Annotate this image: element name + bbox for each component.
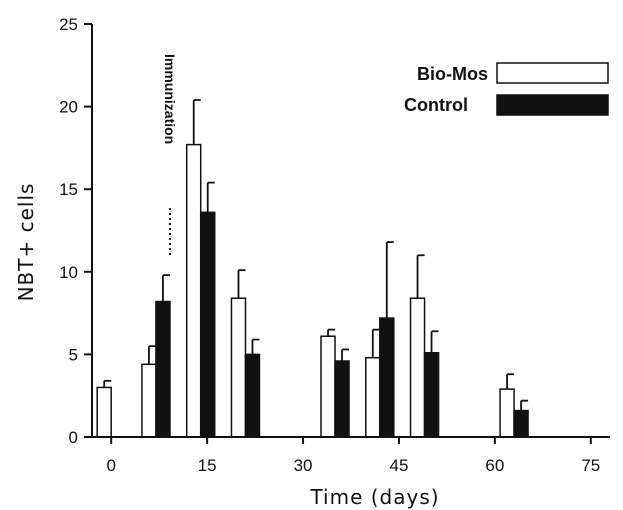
axes-layer — [91, 24, 610, 438]
x-tick-label: 0 — [106, 456, 115, 475]
bar-control — [244, 353, 261, 438]
bar-bio-mos — [141, 363, 157, 438]
x-tick-label: 30 — [294, 456, 313, 475]
bar-control — [379, 317, 395, 438]
legend: Bio-Mos Control — [404, 62, 609, 116]
bar-control — [334, 360, 350, 438]
bar-bio-mos — [185, 143, 202, 438]
bar-bio-mos — [320, 335, 336, 438]
bar-control — [513, 409, 529, 438]
bar-control — [199, 211, 216, 438]
immunization-annotation: Immunization — [162, 54, 178, 258]
y-tick-label: 5 — [69, 345, 78, 364]
y-tick-label: 10 — [59, 263, 78, 282]
legend-swatch-control — [496, 94, 609, 116]
y-tick-label: 25 — [59, 15, 78, 34]
legend-swatch-bio-mos — [496, 62, 609, 84]
bar-control — [423, 351, 440, 438]
x-tick-label: 15 — [198, 456, 217, 475]
y-tick-label: 20 — [59, 98, 78, 117]
legend-label-bio-mos: Bio-Mos — [417, 64, 488, 84]
bar-bio-mos — [499, 388, 515, 438]
bar-bio-mos — [96, 386, 112, 438]
bars-layer — [96, 99, 529, 438]
bar-control — [155, 300, 171, 438]
bar-bio-mos — [409, 297, 426, 438]
y-tick-label: 15 — [59, 180, 78, 199]
ticks-layer: 0 5 10 15 20 25 0 15 30 45 60 75 — [59, 15, 600, 475]
bar-bio-mos — [365, 356, 381, 438]
immunization-label: Immunization — [162, 54, 178, 144]
x-axis-title: Time (days) — [309, 485, 439, 509]
bar-bio-mos — [230, 297, 247, 438]
y-tick-label: 0 — [69, 428, 78, 447]
legend-label-control: Control — [404, 95, 468, 115]
x-tick-label: 60 — [485, 456, 504, 475]
y-axis-title: NBT+ cells — [14, 183, 38, 302]
x-tick-label: 45 — [390, 456, 409, 475]
x-tick-label: 75 — [581, 456, 600, 475]
